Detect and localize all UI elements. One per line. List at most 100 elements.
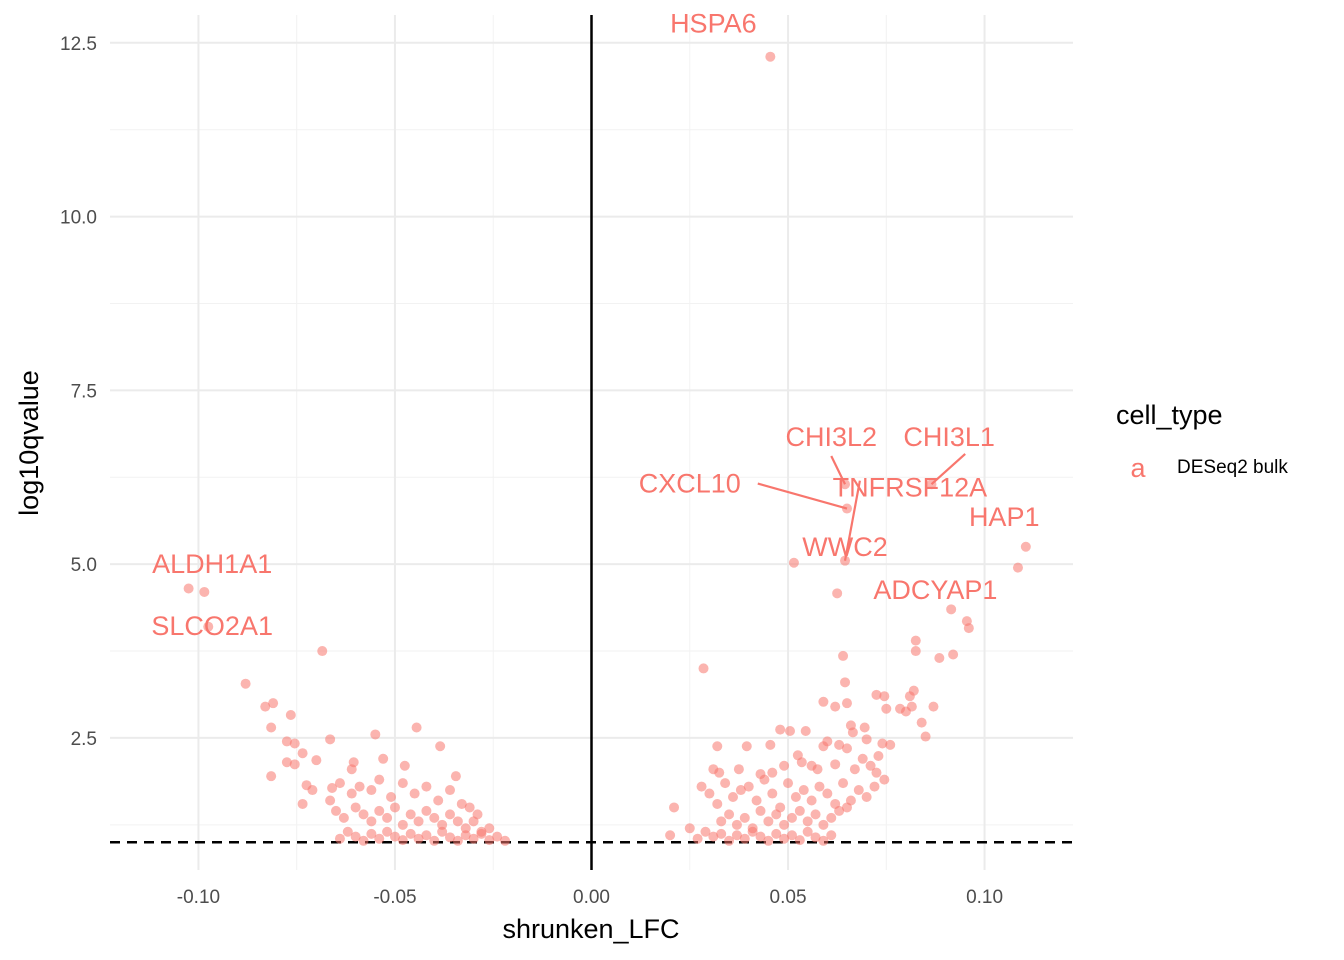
data-point: [755, 805, 766, 816]
data-point: [297, 798, 308, 809]
data-point: [934, 652, 945, 663]
data-point: [786, 812, 797, 823]
data-point: [751, 795, 762, 806]
data-point: [724, 809, 735, 820]
data-point: [784, 725, 795, 736]
data-point: [429, 812, 440, 823]
gene-label-hspa6: HSPA6: [670, 8, 757, 38]
data-point: [297, 748, 308, 759]
data-point: [910, 646, 921, 657]
data-point: [731, 830, 742, 841]
data-point: [790, 792, 801, 803]
data-point: [464, 802, 475, 813]
y-tick-label: 2.5: [71, 729, 97, 750]
data-point: [370, 729, 381, 740]
data-point: [849, 764, 860, 775]
data-point: [413, 833, 424, 844]
data-point: [877, 738, 888, 749]
data-point: [266, 722, 277, 733]
gene-label-chi3l1: CHI3L1: [903, 422, 995, 452]
data-point: [405, 809, 416, 820]
data-point: [500, 835, 511, 846]
data-point: [350, 802, 361, 813]
data-point: [885, 739, 896, 750]
data-point: [268, 698, 279, 709]
data-point: [814, 781, 825, 792]
gene-label-tnfrsf12a: TNFRSF12A: [833, 473, 988, 503]
data-point: [861, 734, 872, 745]
data-point: [704, 788, 715, 799]
data-point: [366, 785, 377, 796]
data-point: [946, 604, 957, 615]
data-point: [468, 833, 479, 844]
data-point: [838, 650, 849, 661]
data-point: [397, 819, 408, 830]
data-point: [260, 701, 271, 712]
data-point: [492, 831, 503, 842]
data-point: [444, 832, 455, 843]
data-point: [916, 717, 927, 728]
data-point: [818, 819, 829, 830]
data-point: [830, 701, 841, 712]
data-point: [183, 583, 194, 594]
data-point: [810, 809, 821, 820]
data-point: [452, 835, 463, 846]
data-point: [739, 812, 750, 823]
data-point: [714, 767, 725, 778]
data-point: [853, 785, 864, 796]
data-point: [712, 798, 723, 809]
gene-label-adcyap1: ADCYAP1: [873, 575, 997, 605]
data-point: [873, 751, 884, 761]
data-point: [826, 812, 837, 823]
data-point: [484, 835, 495, 846]
data-point: [331, 805, 342, 816]
data-point: [822, 788, 833, 799]
data-point: [285, 709, 296, 720]
gene-label-wwc2: WWC2: [802, 532, 887, 562]
data-point: [906, 701, 917, 712]
data-point: [311, 755, 322, 766]
data-point: [386, 792, 397, 803]
leader-line: [830, 455, 847, 485]
data-point: [720, 778, 731, 789]
data-point: [338, 812, 349, 823]
data-point: [818, 835, 829, 846]
data-point: [739, 833, 750, 844]
data-point: [397, 778, 408, 789]
data-point: [665, 830, 676, 841]
data-point: [869, 781, 880, 792]
data-point: [865, 760, 876, 771]
label-leader-lines: [757, 453, 966, 561]
data-point: [435, 741, 446, 752]
data-point: [841, 743, 852, 754]
data-point: [366, 828, 377, 839]
data-point: [452, 816, 463, 827]
data-point: [450, 771, 461, 782]
x-tick-label: -0.05: [373, 887, 416, 908]
data-point: [358, 835, 369, 846]
gene-labels: HSPA6 CHI3L2 CHI3L1 CXCL10 TNFRSF12A WWC2 HAP1…: [151, 8, 1039, 641]
data-point: [810, 832, 821, 843]
data-point: [366, 816, 377, 827]
gene-label-aldh1a1: ALDH1A1: [152, 549, 272, 579]
data-point: [484, 823, 495, 834]
data-point: [765, 739, 776, 750]
data-point: [920, 731, 931, 742]
data-point: [409, 788, 420, 799]
data-point: [767, 767, 778, 778]
data-point: [421, 805, 432, 816]
data-point: [374, 774, 385, 785]
legend-key-glyph: a: [1130, 453, 1146, 483]
data-point: [779, 760, 790, 771]
data-point: [374, 833, 385, 844]
data-point: [830, 759, 841, 770]
data-point: [871, 767, 882, 778]
data-point: [203, 621, 214, 632]
data-point: [818, 696, 829, 707]
data-point: [826, 830, 837, 841]
y-axis-title: log10qvalue: [14, 370, 44, 516]
data-point: [429, 835, 440, 846]
data-point: [798, 785, 809, 796]
data-point: [399, 760, 410, 771]
